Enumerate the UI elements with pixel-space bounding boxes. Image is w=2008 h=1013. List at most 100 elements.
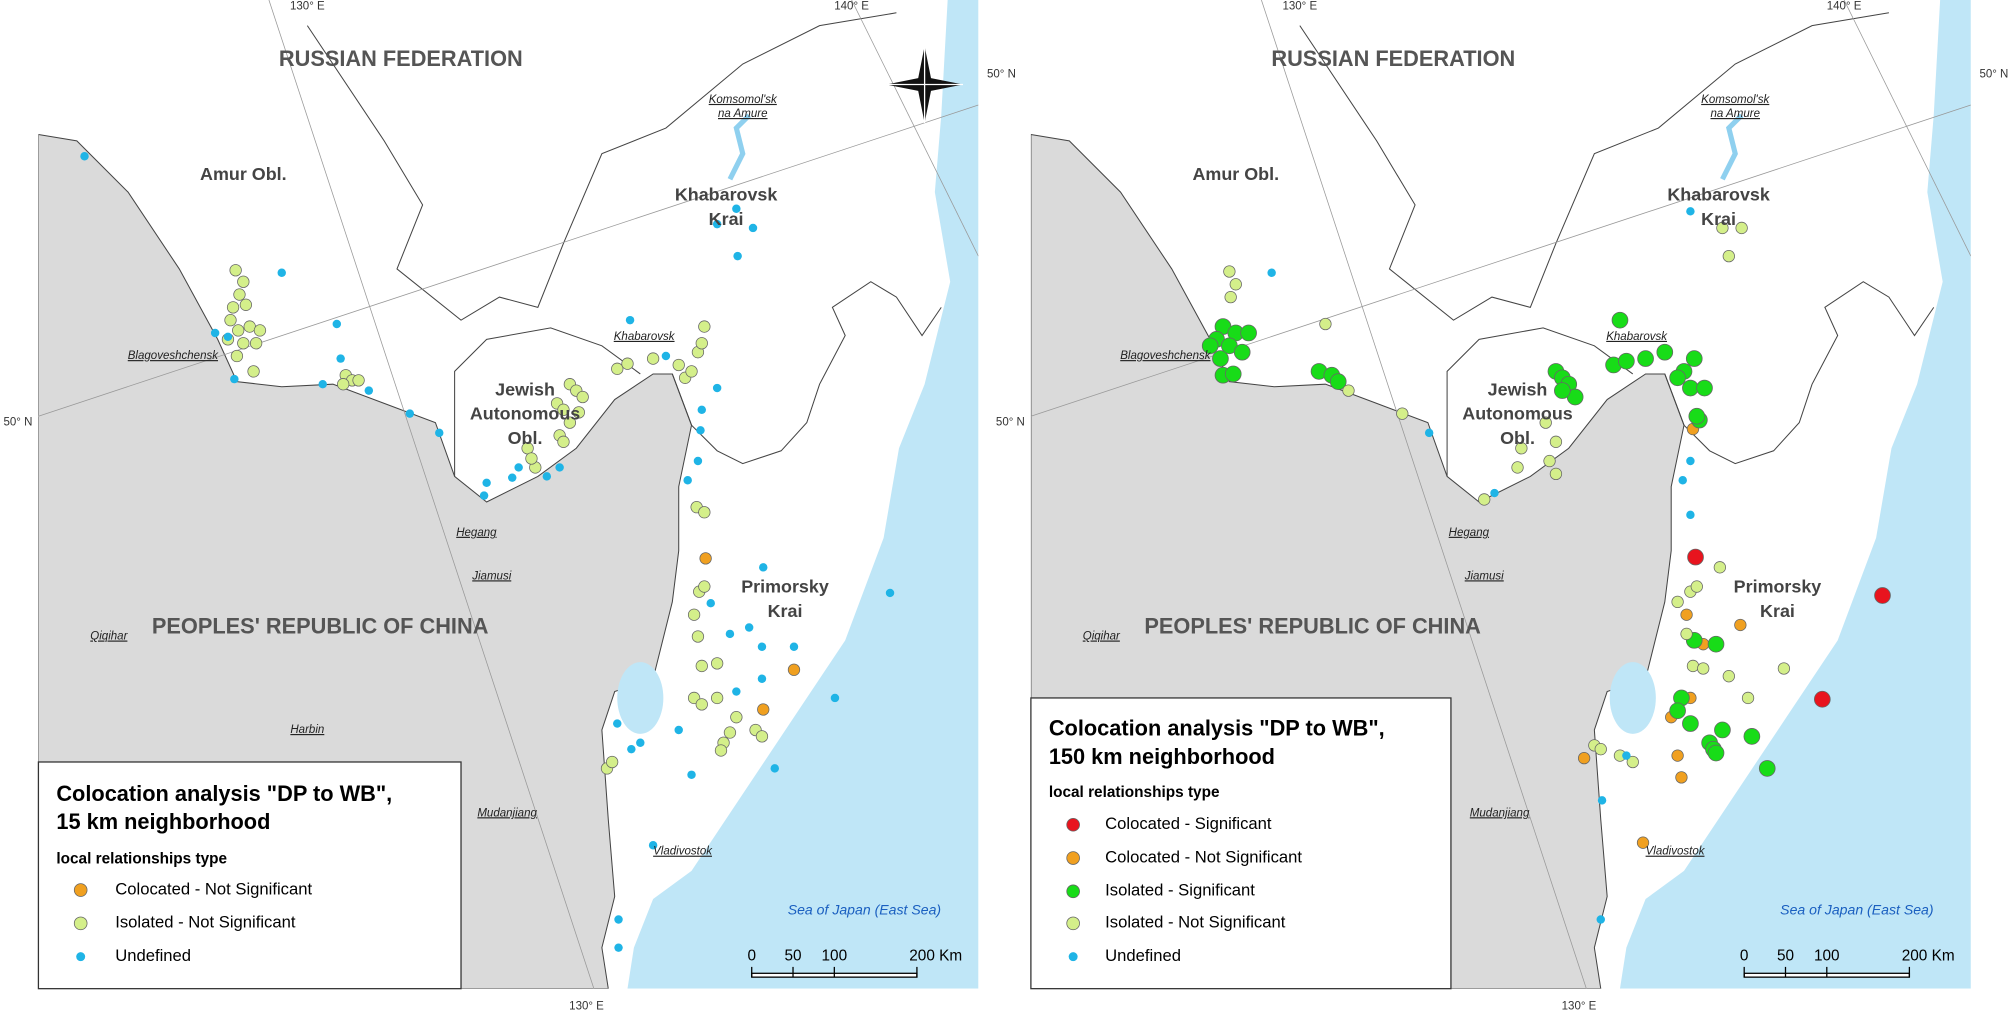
site-point bbox=[1549, 467, 1563, 480]
site-point bbox=[614, 915, 623, 924]
legend-swatch bbox=[1066, 851, 1080, 865]
site-point bbox=[757, 703, 770, 716]
site-point bbox=[698, 320, 711, 333]
site-point bbox=[1577, 752, 1591, 765]
map-label: 50° N bbox=[3, 417, 32, 429]
site-point bbox=[1618, 352, 1635, 370]
site-point bbox=[557, 435, 570, 448]
site-point bbox=[1319, 317, 1332, 331]
site-point bbox=[1636, 836, 1650, 849]
site-point bbox=[233, 288, 246, 301]
admin-border bbox=[1664, 281, 1935, 465]
site-point bbox=[695, 337, 708, 350]
site-point bbox=[253, 324, 267, 337]
site-point bbox=[725, 629, 735, 639]
legend-swatch bbox=[73, 883, 88, 897]
site-point bbox=[712, 219, 722, 229]
site-point bbox=[1669, 702, 1686, 720]
sea bbox=[627, 0, 979, 989]
legend-swatch bbox=[1066, 817, 1080, 832]
legend-swatch bbox=[76, 952, 86, 962]
site-point bbox=[1224, 365, 1242, 383]
sea bbox=[1619, 0, 1971, 989]
map-label: Mudanjiang bbox=[477, 807, 537, 819]
site-point bbox=[1424, 428, 1434, 438]
site-point bbox=[239, 298, 253, 311]
site-point bbox=[1678, 476, 1687, 485]
legend-heading: local relationships type bbox=[56, 850, 227, 867]
site-point bbox=[646, 352, 660, 365]
site-point bbox=[1511, 461, 1524, 474]
site-point bbox=[1687, 548, 1704, 566]
site-point bbox=[714, 744, 728, 757]
site-point bbox=[224, 314, 237, 327]
site-point bbox=[723, 726, 737, 739]
site-point bbox=[830, 693, 840, 703]
site-point bbox=[687, 608, 701, 621]
map-label: Khabarovsk bbox=[1667, 185, 1770, 205]
site-point bbox=[80, 152, 89, 161]
site-point bbox=[693, 456, 703, 466]
graticule bbox=[851, 0, 979, 257]
site-point bbox=[674, 725, 683, 735]
map-label: Sea of Japan (East Sea) bbox=[788, 901, 941, 917]
site-point bbox=[698, 506, 711, 519]
site-point bbox=[1874, 587, 1891, 604]
map-label: Mudanjiang bbox=[1470, 807, 1530, 819]
site-point bbox=[514, 463, 523, 472]
graticule bbox=[38, 104, 979, 417]
site-point bbox=[706, 598, 715, 608]
site-point bbox=[237, 275, 250, 288]
site-point bbox=[712, 383, 722, 393]
site-point bbox=[672, 358, 685, 372]
site-point bbox=[482, 478, 491, 488]
site-point bbox=[1329, 373, 1347, 390]
site-point bbox=[1690, 580, 1703, 593]
map-label: RUSSIAN FEDERATION bbox=[279, 46, 523, 71]
legend-label: Colocated - Significant bbox=[1105, 814, 1272, 833]
map-label: Komsomol'sk bbox=[709, 94, 778, 106]
site-point bbox=[1685, 350, 1703, 367]
site-point bbox=[508, 473, 517, 482]
site-point bbox=[770, 764, 779, 773]
map-label: 50° N bbox=[987, 68, 1016, 80]
site-point bbox=[732, 204, 741, 213]
site-point bbox=[1686, 659, 1700, 673]
site-point bbox=[699, 552, 712, 565]
map-label: Harbin bbox=[290, 724, 324, 736]
site-point bbox=[605, 755, 619, 769]
site-point bbox=[1682, 715, 1699, 732]
site-point bbox=[1596, 915, 1605, 924]
map-label: 130° E bbox=[1282, 0, 1317, 12]
map-label: 130° E bbox=[1562, 1001, 1597, 1013]
site-point bbox=[730, 711, 743, 724]
legend-label: Colocated - Not Significant bbox=[1105, 847, 1302, 866]
admin-border bbox=[671, 281, 942, 465]
site-point bbox=[405, 409, 415, 418]
site-point bbox=[744, 623, 754, 632]
site-point bbox=[698, 580, 711, 593]
legend-label: Colocated - Not Significant bbox=[115, 879, 312, 898]
map-label: Hegang bbox=[456, 527, 497, 539]
site-point bbox=[687, 770, 696, 780]
admin-border bbox=[1299, 12, 1889, 321]
map-label: Qiqihar bbox=[90, 631, 128, 643]
site-point bbox=[1686, 510, 1695, 520]
site-point bbox=[1713, 561, 1727, 574]
site-point bbox=[1342, 384, 1355, 397]
site-point bbox=[695, 698, 708, 711]
scale-label: 50 bbox=[1777, 948, 1794, 965]
map-label: 50° N bbox=[996, 417, 1025, 429]
legend-title: Colocation analysis "DP to WB", bbox=[56, 781, 392, 806]
site-point bbox=[1515, 442, 1528, 455]
map-label: RUSSIAN FEDERATION bbox=[1271, 46, 1515, 71]
map-panel: 130° E 140° E 50° N 50° N 130° E RUSSIAN FEDE… bbox=[3, 0, 1016, 1013]
map-label: Sea of Japan (East Sea) bbox=[1780, 901, 1933, 917]
site-point bbox=[787, 663, 801, 676]
site-point bbox=[1743, 728, 1761, 745]
admin-border bbox=[454, 327, 641, 477]
site-point bbox=[1686, 207, 1695, 216]
legend-swatch bbox=[1066, 884, 1080, 899]
map-label: Obl. bbox=[1500, 428, 1535, 448]
legend-label: Undefined bbox=[115, 946, 191, 965]
